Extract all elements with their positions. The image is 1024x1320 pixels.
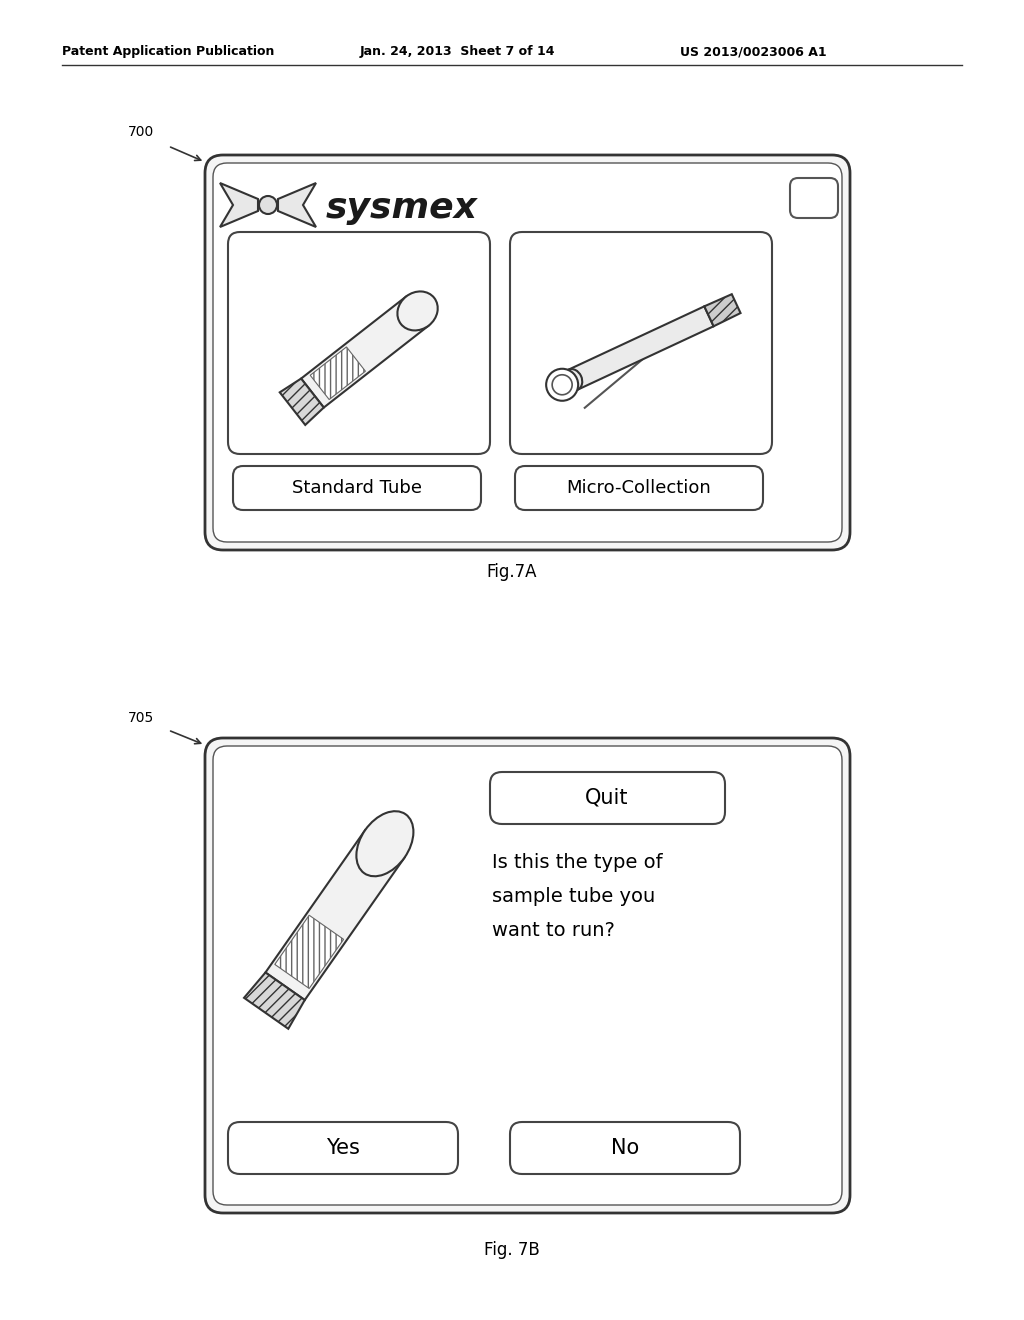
Polygon shape <box>280 379 324 425</box>
FancyBboxPatch shape <box>213 746 842 1205</box>
FancyBboxPatch shape <box>515 466 763 510</box>
Text: Micro-Collection: Micro-Collection <box>566 479 712 498</box>
Text: No: No <box>611 1138 639 1158</box>
Text: Patent Application Publication: Patent Application Publication <box>62 45 274 58</box>
Polygon shape <box>301 297 429 408</box>
Ellipse shape <box>564 370 583 391</box>
FancyBboxPatch shape <box>233 466 481 510</box>
FancyBboxPatch shape <box>205 154 850 550</box>
Text: sample tube you: sample tube you <box>492 887 655 906</box>
Text: Jan. 24, 2013  Sheet 7 of 14: Jan. 24, 2013 Sheet 7 of 14 <box>360 45 555 58</box>
FancyBboxPatch shape <box>510 1122 740 1173</box>
FancyBboxPatch shape <box>228 232 490 454</box>
Text: Fig.7A: Fig.7A <box>486 564 538 581</box>
Text: 705: 705 <box>128 711 155 725</box>
Polygon shape <box>705 294 740 326</box>
Text: Is this the type of: Is this the type of <box>492 853 663 871</box>
Circle shape <box>552 375 572 395</box>
FancyBboxPatch shape <box>490 772 725 824</box>
Circle shape <box>546 368 579 401</box>
Text: Quit: Quit <box>586 788 629 808</box>
FancyBboxPatch shape <box>228 1122 458 1173</box>
FancyBboxPatch shape <box>205 738 850 1213</box>
Text: Yes: Yes <box>326 1138 360 1158</box>
Circle shape <box>259 195 278 214</box>
Text: sysmex: sysmex <box>326 191 478 224</box>
Polygon shape <box>265 830 404 1001</box>
Text: 700: 700 <box>128 125 155 139</box>
Polygon shape <box>568 306 714 389</box>
Polygon shape <box>244 973 305 1028</box>
Polygon shape <box>278 183 316 227</box>
Ellipse shape <box>397 292 437 330</box>
FancyBboxPatch shape <box>213 162 842 543</box>
Polygon shape <box>274 915 344 989</box>
FancyBboxPatch shape <box>510 232 772 454</box>
FancyBboxPatch shape <box>790 178 838 218</box>
Ellipse shape <box>356 812 414 876</box>
Polygon shape <box>220 183 258 227</box>
Polygon shape <box>310 347 366 400</box>
Text: want to run?: want to run? <box>492 920 614 940</box>
Text: Standard Tube: Standard Tube <box>292 479 422 498</box>
Text: Fig. 7B: Fig. 7B <box>484 1241 540 1259</box>
Text: US 2013/0023006 A1: US 2013/0023006 A1 <box>680 45 826 58</box>
